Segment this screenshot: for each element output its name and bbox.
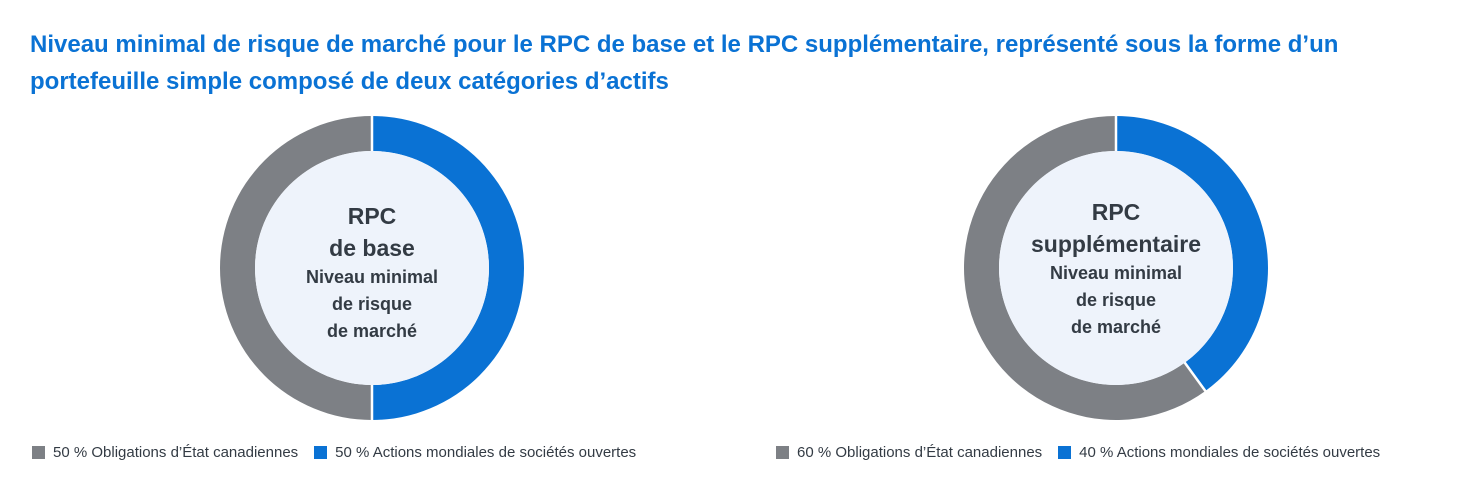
donut-slice-actions <box>1116 116 1269 391</box>
donut-center-label-supplementaire: RPC supplémentaire Niveau minimal de ris… <box>986 196 1246 341</box>
legend-label: 50 % Actions mondiales de sociétés ouver… <box>335 444 637 461</box>
donut-slice-obligations <box>963 116 1206 420</box>
center-subtitle-line-1: Niveau minimal <box>305 267 439 287</box>
legend-label: 40 % Actions mondiales de sociétés ouver… <box>1079 444 1381 461</box>
center-subtitle-line-1: Niveau minimal <box>1049 263 1183 283</box>
chart-title-line-1: Niveau minimal de risque de marché pour … <box>30 31 1339 58</box>
center-subtitle-line-3: de marché <box>1070 317 1162 337</box>
legend-base: 50 % Obligations d’État canadiennes 50 %… <box>32 444 652 461</box>
donut-chart-base <box>219 115 525 421</box>
legend-item: 40 % Actions mondiales de sociétés ouver… <box>1058 444 1380 461</box>
legend-item: 60 % Obligations d’État canadiennes <box>776 444 1042 461</box>
legend-swatch-blue <box>314 446 328 459</box>
donut-slice-obligations <box>219 116 372 420</box>
legend-supplementaire: 60 % Obligations d’État canadiennes 40 %… <box>776 444 1396 461</box>
donut-center <box>999 151 1233 385</box>
chart-title: Niveau minimal de risque de marché pour … <box>30 26 1450 100</box>
slice-separator <box>1183 361 1207 393</box>
legend-item: 50 % Obligations d’État canadiennes <box>32 444 298 461</box>
donut-center-label-base: RPC de base Niveau minimal de risque de … <box>252 200 492 345</box>
legend-swatch-blue <box>1058 446 1072 459</box>
chart-title-line-2: portefeuille simple composé de deux caté… <box>30 68 669 95</box>
legend-swatch-grey <box>32 446 45 459</box>
center-title-line-2: de base <box>329 235 415 261</box>
legend-label: 60 % Obligations d’État canadiennes <box>797 444 1043 461</box>
center-subtitle-line-2: de risque <box>331 294 413 314</box>
donut-chart-supplementaire <box>963 115 1269 420</box>
center-title-line-2: supplémentaire <box>1031 231 1201 257</box>
legend-swatch-grey <box>776 446 789 459</box>
legend-item: 50 % Actions mondiales de sociétés ouver… <box>314 444 636 461</box>
center-subtitle-line-2: de risque <box>1075 290 1157 310</box>
donut-slice-actions <box>372 116 525 420</box>
donut-center <box>255 151 489 385</box>
center-title-line-1: RPC <box>1091 199 1141 225</box>
center-subtitle-line-3: de marché <box>326 321 418 341</box>
center-title-line-1: RPC <box>347 203 397 229</box>
legend-label: 50 % Obligations d’État canadiennes <box>53 444 299 461</box>
